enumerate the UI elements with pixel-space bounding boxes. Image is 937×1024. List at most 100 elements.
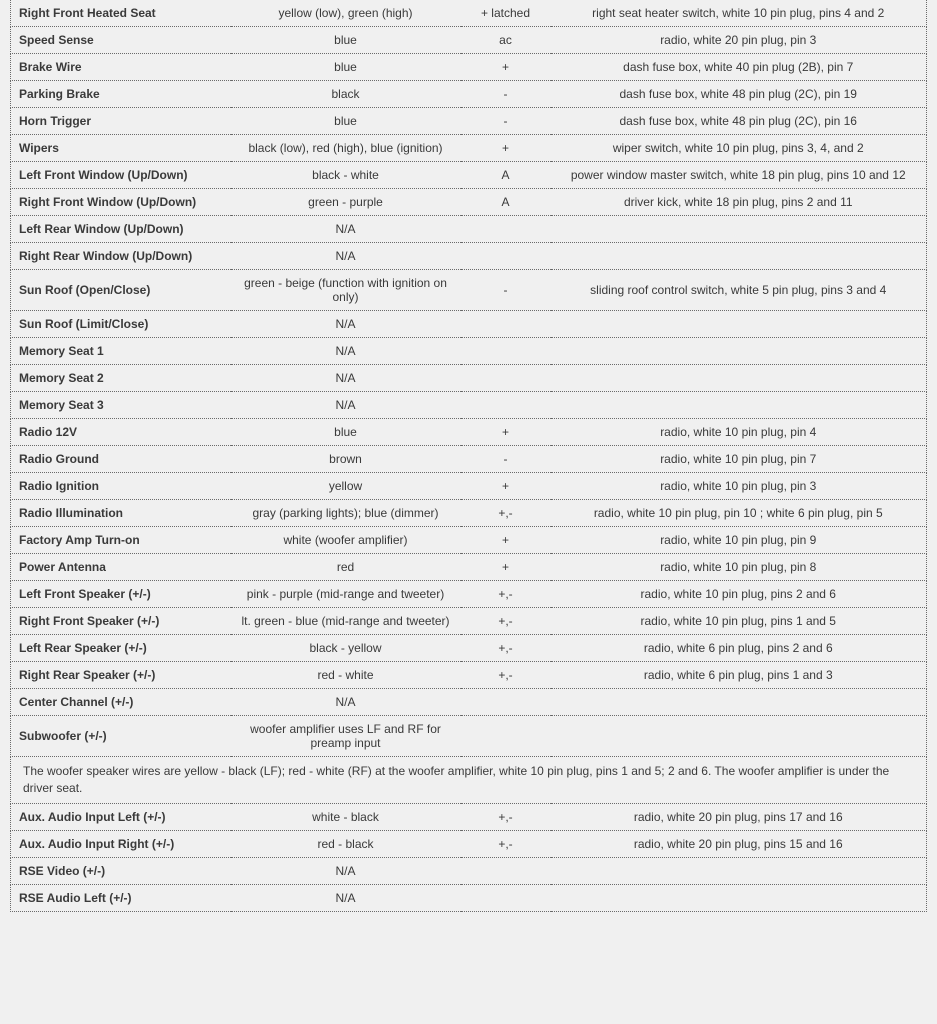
wire-color: blue <box>231 27 461 54</box>
polarity: +,- <box>461 803 551 830</box>
polarity <box>461 243 551 270</box>
table-row: Left Rear Speaker (+/-)black - yellow+,-… <box>11 635 927 662</box>
wire-color: yellow (low), green (high) <box>231 0 461 27</box>
table-row: Memory Seat 1N/A <box>11 338 927 365</box>
wire-location: radio, white 10 pin plug, pins 2 and 6 <box>551 581 927 608</box>
polarity: +,- <box>461 662 551 689</box>
table-row: Aux. Audio Input Left (+/-)white - black… <box>11 803 927 830</box>
table-row: Right Front Heated Seatyellow (low), gre… <box>11 0 927 27</box>
wire-location <box>551 716 927 757</box>
function-label: Subwoofer (+/-) <box>11 716 231 757</box>
table-row: Left Rear Window (Up/Down)N/A <box>11 216 927 243</box>
wire-color: blue <box>231 419 461 446</box>
polarity: +,- <box>461 581 551 608</box>
wire-color: green - beige (function with ignition on… <box>231 270 461 311</box>
wire-color: N/A <box>231 216 461 243</box>
function-label: Power Antenna <box>11 554 231 581</box>
wire-color: pink - purple (mid-range and tweeter) <box>231 581 461 608</box>
polarity <box>461 311 551 338</box>
wire-color: blue <box>231 54 461 81</box>
wire-location <box>551 338 927 365</box>
table-row: Left Front Speaker (+/-)pink - purple (m… <box>11 581 927 608</box>
table-row: Radio Groundbrown-radio, white 10 pin pl… <box>11 446 927 473</box>
wire-color: red <box>231 554 461 581</box>
wire-color: N/A <box>231 689 461 716</box>
table-row: Wipersblack (low), red (high), blue (ign… <box>11 135 927 162</box>
wiring-table: Right Front Heated Seatyellow (low), gre… <box>10 0 927 912</box>
wire-location: radio, white 20 pin plug, pins 17 and 16 <box>551 803 927 830</box>
table-row: RSE Audio Left (+/-)N/A <box>11 884 927 911</box>
wire-location: dash fuse box, white 48 pin plug (2C), p… <box>551 108 927 135</box>
function-label: Horn Trigger <box>11 108 231 135</box>
wire-location <box>551 216 927 243</box>
wire-location: radio, white 10 pin plug, pin 8 <box>551 554 927 581</box>
wire-color: black (low), red (high), blue (ignition) <box>231 135 461 162</box>
polarity: + latched <box>461 0 551 27</box>
table-row: Memory Seat 2N/A <box>11 365 927 392</box>
wire-location: radio, white 20 pin plug, pin 3 <box>551 27 927 54</box>
wire-color: red - black <box>231 830 461 857</box>
polarity: + <box>461 419 551 446</box>
polarity: + <box>461 527 551 554</box>
polarity <box>461 365 551 392</box>
wire-color: black <box>231 81 461 108</box>
polarity: +,- <box>461 830 551 857</box>
wire-location: radio, white 6 pin plug, pins 2 and 6 <box>551 635 927 662</box>
wire-color: green - purple <box>231 189 461 216</box>
wire-location <box>551 392 927 419</box>
function-label: Center Channel (+/-) <box>11 689 231 716</box>
table-row: Radio Illuminationgray (parking lights);… <box>11 500 927 527</box>
function-label: Parking Brake <box>11 81 231 108</box>
wire-location: radio, white 10 pin plug, pin 9 <box>551 527 927 554</box>
wire-location <box>551 884 927 911</box>
wire-location: radio, white 10 pin plug, pins 1 and 5 <box>551 608 927 635</box>
function-label: Sun Roof (Open/Close) <box>11 270 231 311</box>
polarity: A <box>461 162 551 189</box>
polarity: + <box>461 54 551 81</box>
wire-color: brown <box>231 446 461 473</box>
polarity <box>461 216 551 243</box>
wire-location: driver kick, white 18 pin plug, pins 2 a… <box>551 189 927 216</box>
wire-color: black - yellow <box>231 635 461 662</box>
polarity: + <box>461 473 551 500</box>
function-label: Radio Ignition <box>11 473 231 500</box>
polarity: + <box>461 135 551 162</box>
function-label: Speed Sense <box>11 27 231 54</box>
function-label: RSE Video (+/-) <box>11 857 231 884</box>
polarity <box>461 857 551 884</box>
polarity: ac <box>461 27 551 54</box>
wire-color: lt. green - blue (mid-range and tweeter) <box>231 608 461 635</box>
polarity: - <box>461 270 551 311</box>
table-row: Right Front Window (Up/Down)green - purp… <box>11 189 927 216</box>
table-row: Subwoofer (+/-)woofer amplifier uses LF … <box>11 716 927 757</box>
wire-location <box>551 689 927 716</box>
wire-location: dash fuse box, white 48 pin plug (2C), p… <box>551 81 927 108</box>
wire-location <box>551 857 927 884</box>
table-row: Memory Seat 3N/A <box>11 392 927 419</box>
table-row: Right Rear Window (Up/Down)N/A <box>11 243 927 270</box>
table-row: Left Front Window (Up/Down)black - white… <box>11 162 927 189</box>
wire-location: dash fuse box, white 40 pin plug (2B), p… <box>551 54 927 81</box>
wire-color: N/A <box>231 338 461 365</box>
wire-color: N/A <box>231 311 461 338</box>
function-label: Factory Amp Turn-on <box>11 527 231 554</box>
table-row: Power Antennared+radio, white 10 pin plu… <box>11 554 927 581</box>
wire-color: blue <box>231 108 461 135</box>
function-label: Radio Illumination <box>11 500 231 527</box>
table-row: Sun Roof (Limit/Close)N/A <box>11 311 927 338</box>
table-row: Aux. Audio Input Right (+/-)red - black+… <box>11 830 927 857</box>
wire-color: red - white <box>231 662 461 689</box>
wire-color: N/A <box>231 857 461 884</box>
table-row: Brake Wireblue+dash fuse box, white 40 p… <box>11 54 927 81</box>
wire-color: N/A <box>231 365 461 392</box>
polarity <box>461 392 551 419</box>
table-row: RSE Video (+/-)N/A <box>11 857 927 884</box>
polarity: +,- <box>461 500 551 527</box>
wire-color: N/A <box>231 884 461 911</box>
table-row: The woofer speaker wires are yellow - bl… <box>11 757 927 804</box>
polarity <box>461 716 551 757</box>
wire-color: white (woofer amplifier) <box>231 527 461 554</box>
function-label: Right Front Heated Seat <box>11 0 231 27</box>
function-label: Brake Wire <box>11 54 231 81</box>
wire-color: gray (parking lights); blue (dimmer) <box>231 500 461 527</box>
